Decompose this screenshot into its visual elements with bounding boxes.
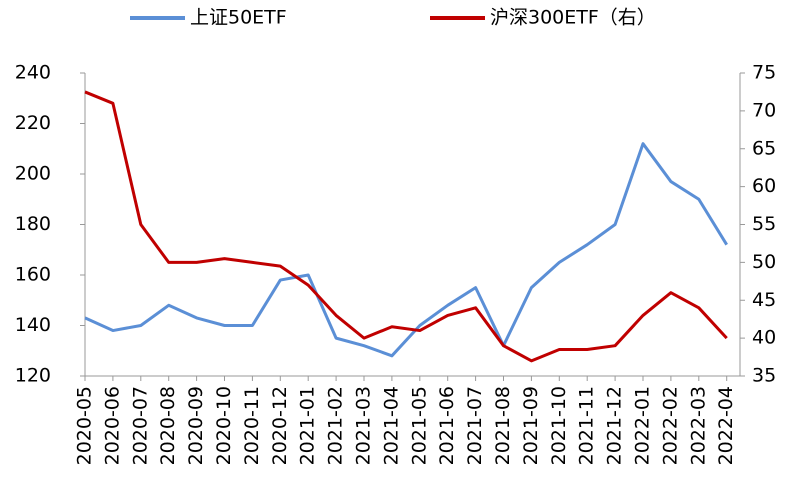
y-tick-label: 160 — [15, 264, 51, 286]
x-tick-label: 2022-03 — [687, 386, 709, 465]
x-tick-label: 2020-07 — [129, 386, 151, 465]
y2-tick-label: 45 — [752, 289, 776, 311]
y2-tick-label: 70 — [752, 99, 776, 121]
x-tick-label: 2021-03 — [353, 386, 375, 465]
line-series — [84, 142, 728, 358]
y-tick-label: 240 — [15, 62, 51, 84]
y2-tick-label: 75 — [752, 62, 776, 84]
x-tick-label: 2021-10 — [548, 386, 570, 465]
y-tick-label: 200 — [15, 163, 51, 185]
x-tick-label: 2021-07 — [464, 386, 486, 465]
x-tick-label: 2021-09 — [520, 386, 542, 465]
y-tick-label: 220 — [15, 112, 51, 134]
line-series — [84, 90, 728, 363]
x-tick-label: 2020-06 — [101, 386, 123, 465]
legend-label: 上证50ETF — [190, 7, 287, 29]
x-tick-label: 2020-08 — [157, 386, 179, 465]
x-tick-label: 2020-12 — [269, 386, 291, 465]
x-tick-label: 2020-11 — [241, 386, 263, 465]
y2-tick-label: 55 — [752, 213, 776, 235]
x-tick-label: 2021-06 — [436, 386, 458, 465]
x-tick-label: 2021-04 — [380, 386, 402, 465]
y2-tick-label: 60 — [752, 175, 776, 197]
y-tick-label: 140 — [15, 314, 51, 336]
y2-tick-label: 35 — [752, 365, 776, 387]
y2-tick-label: 50 — [752, 251, 776, 273]
x-tick-label: 2022-02 — [659, 386, 681, 465]
y2-tick-label: 65 — [752, 137, 776, 159]
x-tick-label: 2021-01 — [297, 386, 319, 465]
x-tick-label: 2021-11 — [576, 386, 598, 465]
x-tick-label: 2022-04 — [715, 386, 737, 465]
legend-label: 沪深300ETF（右） — [490, 7, 656, 29]
y-tick-label: 120 — [15, 365, 51, 387]
x-tick-label: 2020-09 — [185, 386, 207, 465]
x-tick-label: 2021-02 — [325, 386, 347, 465]
x-tick-label: 2021-05 — [408, 386, 430, 465]
x-tick-label: 2021-08 — [492, 386, 514, 465]
x-tick-label: 2020-05 — [74, 386, 96, 465]
x-tick-label: 2022-01 — [632, 386, 654, 465]
y2-tick-label: 40 — [752, 327, 776, 349]
x-tick-label: 2021-12 — [604, 386, 626, 465]
x-tick-label: 2020-10 — [213, 386, 235, 465]
y-tick-label: 180 — [15, 213, 51, 235]
